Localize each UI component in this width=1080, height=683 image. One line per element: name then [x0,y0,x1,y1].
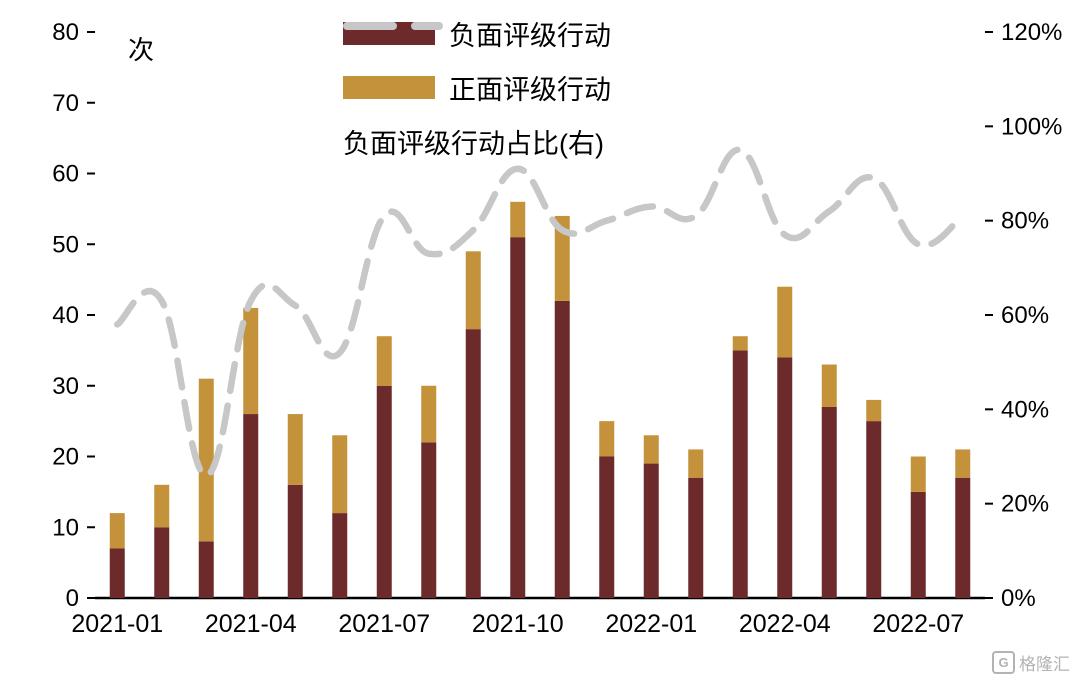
svg-text:60%: 60% [1001,302,1049,329]
left-axis: 0 10 20 30 40 50 60 70 80 [52,19,95,612]
svg-text:0%: 0% [1001,585,1036,612]
svg-text:2021-01: 2021-01 [71,610,163,638]
left-axis-unit-label: 次 [128,35,155,65]
legend-label-negative: 负面评级行动 [449,21,611,51]
svg-text:30: 30 [52,373,79,400]
legend-dashed-line-icon [343,22,443,30]
svg-text:2022-07: 2022-07 [872,610,964,638]
negative-ratio-line[interactable] [114,146,966,479]
svg-text:80: 80 [52,19,79,46]
watermark: G 格隆汇 [992,650,1070,675]
svg-text:0: 0 [66,585,79,612]
svg-text:2021-07: 2021-07 [338,610,430,638]
svg-text:80%: 80% [1001,208,1049,235]
bars-negative-rating-actions[interactable] [109,237,971,599]
legend: 负面评级行动 正面评级行动 负面评级行动占比(右) [343,14,611,161]
svg-text:70: 70 [52,90,79,117]
svg-text:2022-04: 2022-04 [739,610,831,638]
svg-text:20%: 20% [1001,491,1049,518]
svg-text:40%: 40% [1001,396,1049,423]
right-axis: 0% 20% 40% 60% 80% 100% 120% [985,19,1062,612]
svg-text:20: 20 [52,444,79,471]
legend-item-positive[interactable]: 正面评级行动 [343,68,611,107]
svg-text:10: 10 [52,514,79,541]
legend-swatch-positive [343,76,435,99]
svg-text:60: 60 [52,161,79,188]
watermark-logo-icon: G [992,651,1015,674]
svg-text:100%: 100% [1001,113,1062,140]
svg-text:2022-01: 2022-01 [605,610,697,638]
svg-text:2021-10: 2021-10 [472,610,564,638]
svg-text:2021-04: 2021-04 [205,610,297,638]
legend-item-ratio[interactable]: 负面评级行动占比(右) [343,22,611,161]
legend-label-ratio: 负面评级行动占比(右) [343,129,604,159]
svg-text:40: 40 [52,302,79,329]
watermark-text: 格隆汇 [1019,655,1070,674]
legend-label-positive: 正面评级行动 [449,75,611,105]
svg-text:120%: 120% [1001,19,1062,46]
x-axis-labels: 2021-01 2021-04 2021-07 2021-10 2022-01 2022-… [71,610,964,638]
svg-text:50: 50 [52,231,79,258]
bars-positive-rating-actions[interactable] [109,201,971,549]
